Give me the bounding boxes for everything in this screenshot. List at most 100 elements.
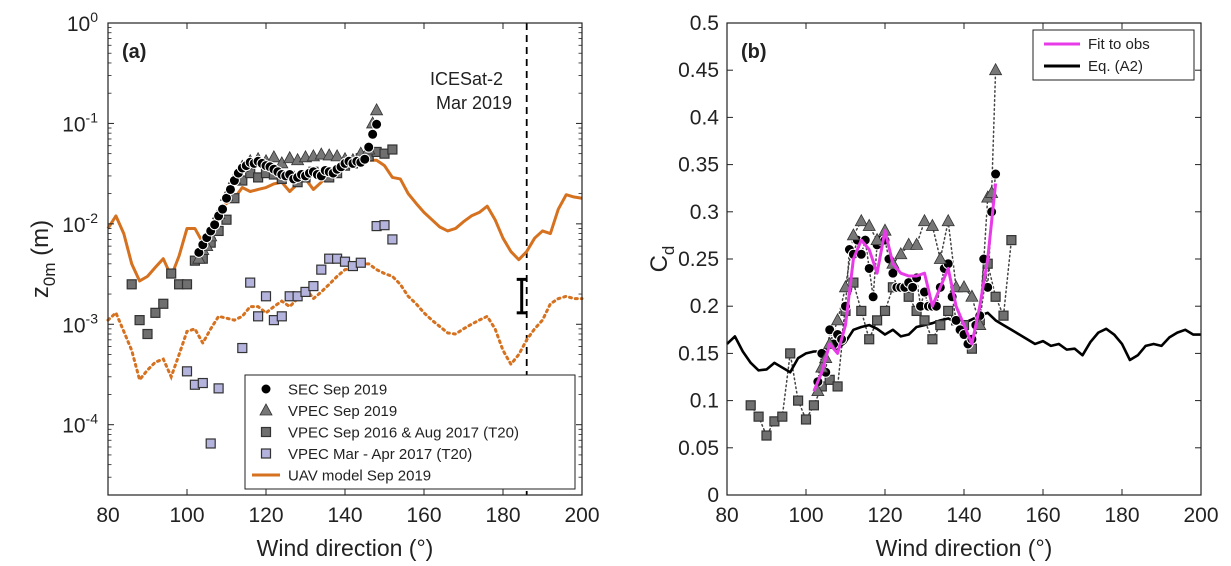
- vpec-t20-point: [800, 414, 812, 425]
- y-tick-label: 10-1: [62, 109, 98, 136]
- vpec-point: [925, 218, 940, 231]
- vpec-point: [330, 149, 344, 162]
- y-tick-label: 0.3: [690, 201, 719, 224]
- vpec-mar-apr-point: [316, 264, 327, 275]
- vpec-t20-point: [134, 315, 145, 326]
- vpec-t20-point: [919, 315, 930, 326]
- panel-b-y-ticks: 0 0.05 0.1 0.15 0.2 0.25 0.3 0.35 0.4 0.45 0.5: [678, 12, 1201, 507]
- vpec-mar-apr-point: [379, 220, 390, 231]
- vpec-t20-point: [848, 277, 859, 288]
- vpec-point: [917, 213, 932, 227]
- vpec-t20-point: [935, 319, 946, 331]
- y-tick-label: 0.4: [690, 106, 720, 129]
- vpec-point: [267, 149, 281, 163]
- sec-point: [209, 219, 221, 231]
- vpec-point: [369, 103, 384, 116]
- y-tick-label: 0.25: [678, 248, 719, 271]
- panel-a-plot-area: [106, 23, 584, 495]
- sec-point: [224, 183, 236, 195]
- y-tick-label: 0.35: [678, 154, 719, 177]
- panel-b-x-axis-label: Wind direction (°): [876, 535, 1053, 561]
- sec-point: [867, 291, 879, 303]
- cd-label-sub: d: [659, 246, 678, 255]
- x-tick-label: 120: [248, 504, 283, 527]
- sec-point: [907, 281, 919, 293]
- legend-label: UAV model Sep 2019: [288, 468, 431, 485]
- x-tick-label: 180: [485, 504, 520, 527]
- vpec-t20-point: [150, 307, 161, 318]
- fit-to-obs-line: [812, 183, 998, 392]
- vpec-point: [283, 150, 297, 164]
- y-tick-label: 0.2: [690, 295, 719, 318]
- x-tick-label: 200: [1183, 504, 1218, 527]
- x-tick-label: 200: [564, 504, 599, 527]
- vpec-point: [909, 237, 924, 250]
- vpec-t20-point: [761, 430, 772, 441]
- uav-model-dotted-line: [106, 262, 584, 384]
- vpec-t20-point: [387, 144, 398, 155]
- y-tick-label: 0: [707, 484, 719, 507]
- vpec-mar-apr-point: [355, 257, 366, 268]
- vpec-t20-point: [181, 279, 193, 290]
- vpec-t20-point: [777, 411, 788, 422]
- sec-point: [217, 203, 229, 215]
- vpec-point: [965, 289, 979, 302]
- cd-label-main: C: [646, 255, 673, 272]
- vpec-mar-apr-point: [197, 377, 208, 389]
- y-tick-label: 10-3: [62, 310, 98, 337]
- panel-a-y-ticks: 100 10-1 10-2 10-3 10-4: [62, 9, 582, 496]
- sec-point: [367, 128, 379, 140]
- legend-marker: [260, 383, 272, 395]
- legend-label: Eq. (A2): [1088, 58, 1143, 75]
- panel-b-x-ticks: 80 100 120 140 160 180 200: [715, 23, 1219, 527]
- vpec-t20-point: [126, 279, 137, 290]
- sec-point: [363, 141, 375, 153]
- vpec-t20-point: [745, 400, 756, 411]
- vpec-t20-point: [856, 305, 867, 317]
- x-tick-label: 180: [1104, 504, 1139, 527]
- y-tick-label: 0.05: [678, 437, 719, 460]
- vpec-t20-point: [879, 305, 891, 317]
- panel-b: 80 100 120 140 160 180 200 0 0.05 0.1 0.15 0.2 0.25…: [646, 12, 1219, 561]
- vpec-t20-point: [864, 334, 875, 345]
- vpec-t20-point: [832, 381, 843, 392]
- vpec-point: [870, 232, 884, 246]
- vpec-t20-point: [927, 334, 938, 345]
- vpec-mar-apr-point: [181, 366, 193, 377]
- y-label-main: z: [27, 286, 54, 298]
- y-tick-label: 100: [67, 9, 98, 36]
- x-tick-label: 140: [946, 504, 981, 527]
- vpec-t20-point: [943, 305, 954, 317]
- x-tick-label: 160: [1025, 504, 1060, 527]
- legend-label: VPEC Mar - Apr 2017 (T20): [288, 446, 472, 463]
- vpec-mar-apr-point: [276, 311, 287, 322]
- vpec-t20-point: [990, 291, 1001, 302]
- x-tick-label: 100: [788, 504, 823, 527]
- vpec-t20-point: [1006, 235, 1017, 246]
- x-tick-label: 100: [169, 504, 204, 527]
- panel-b-label: (b): [741, 41, 767, 63]
- vpec-t20-point: [808, 400, 820, 411]
- vpec-mar-apr-point: [260, 291, 272, 302]
- vpec-point: [322, 148, 336, 161]
- vpec-mar-apr-point: [253, 311, 264, 322]
- panel-a-y-axis-label: z0m (m): [27, 220, 59, 298]
- vpec-mar-apr-point: [237, 342, 248, 354]
- panel-a-x-ticks: 80 100 120 140 160 180 200: [96, 23, 600, 527]
- x-tick-label: 80: [715, 504, 738, 527]
- x-tick-label: 140: [327, 504, 362, 527]
- sec-point: [824, 324, 836, 336]
- vpec-t20-point: [753, 411, 764, 422]
- vpec-t20-point: [871, 315, 883, 326]
- x-tick-label: 80: [96, 504, 119, 527]
- vpec-point: [854, 213, 868, 227]
- legend-marker: [260, 448, 272, 459]
- sec-point: [990, 168, 1002, 180]
- x-tick-label: 160: [406, 504, 441, 527]
- vpec-t20-point: [792, 395, 804, 406]
- vpec-point: [941, 213, 955, 227]
- vpec-point: [862, 218, 876, 231]
- y-tick-label: 0.5: [690, 12, 719, 35]
- vpec-point: [933, 251, 947, 264]
- legend-label: VPEC Sep 2019: [288, 403, 397, 420]
